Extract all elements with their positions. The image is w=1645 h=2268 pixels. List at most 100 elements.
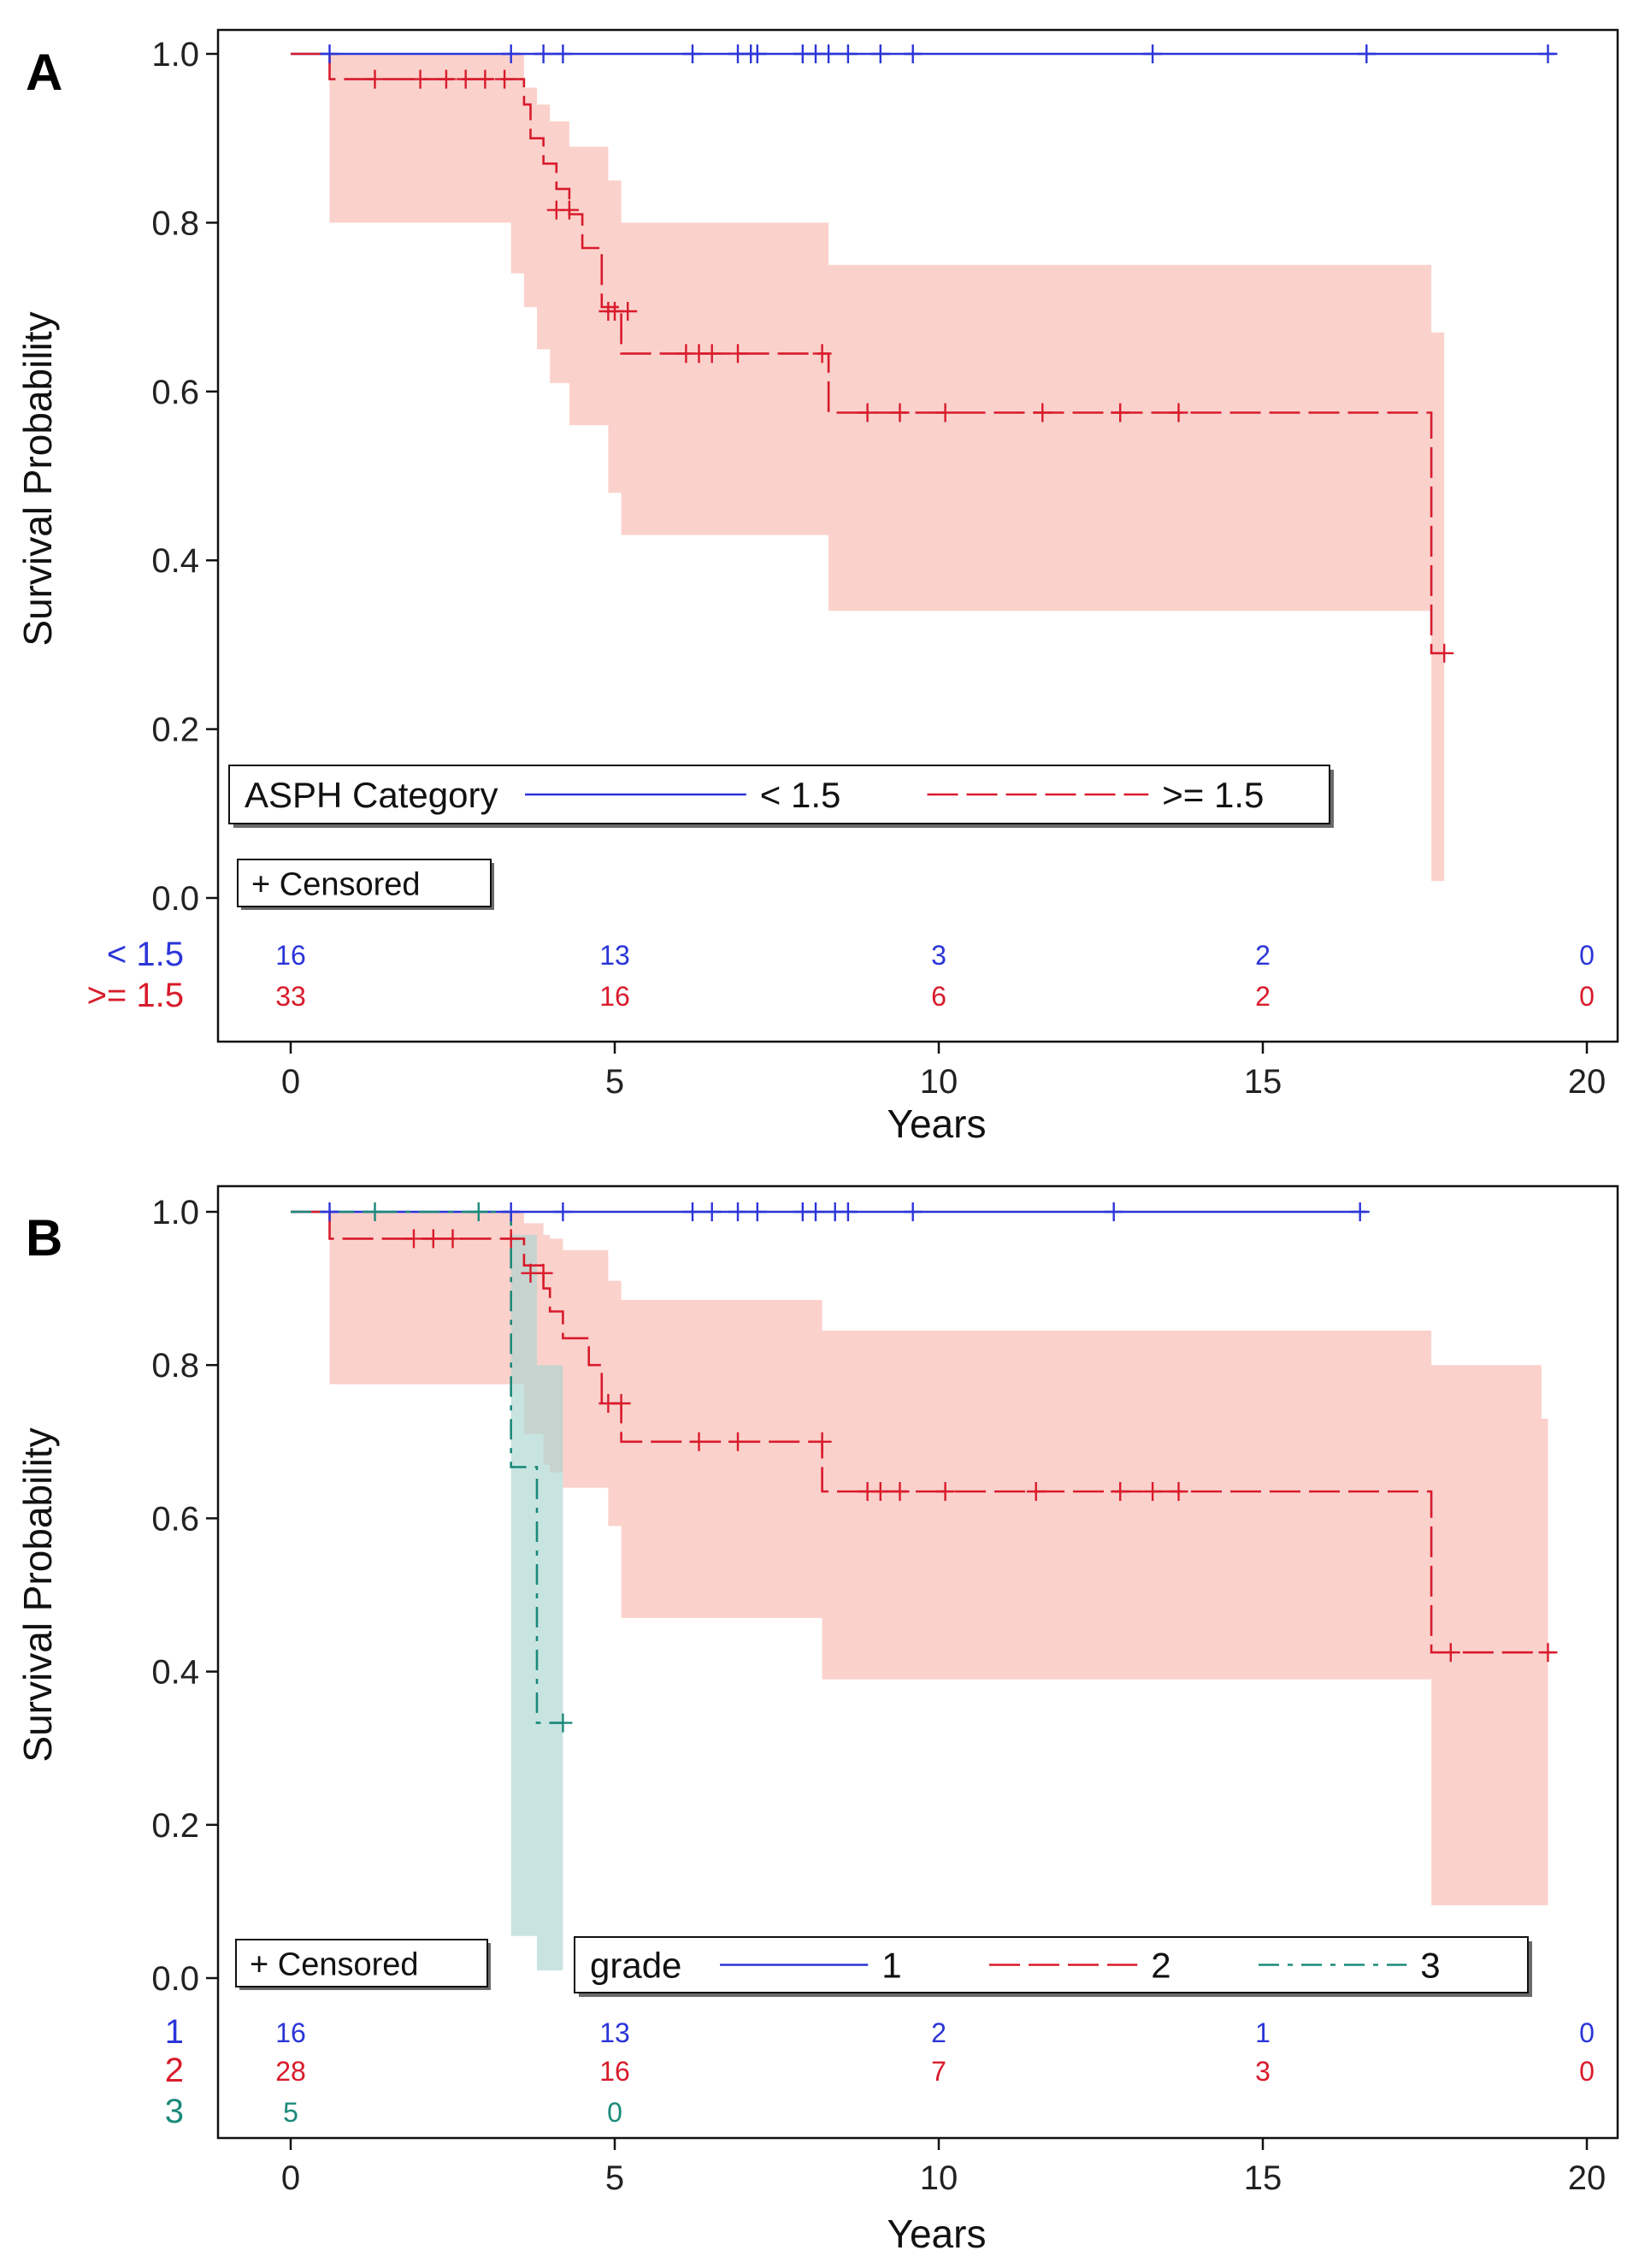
- legend-entry-label: < 1.5: [760, 775, 841, 815]
- censor-mark-series-2: [1026, 1482, 1046, 1501]
- at-risk-row-label: < 1.5: [107, 936, 184, 973]
- panel-label: A: [26, 44, 62, 101]
- x-tick-label: 20: [1568, 2159, 1607, 2197]
- y-tick-label: 0.4: [151, 1654, 199, 1692]
- censor-mark-series-2: [410, 69, 430, 89]
- censored-legend-label: + Censored: [251, 867, 421, 903]
- at-risk-count: 13: [599, 2017, 630, 2048]
- confidence-band-series-2: [291, 1212, 1548, 1905]
- at-risk-count: 6: [931, 981, 946, 1012]
- y-axis-title: Survival Probability: [15, 1427, 60, 1762]
- y-tick-label: 0.2: [151, 712, 199, 749]
- at-risk-count: 0: [607, 2097, 622, 2128]
- censor-mark-series-2: [890, 403, 910, 422]
- at-risk-count: 16: [599, 981, 630, 1012]
- censor-mark-series-2: [728, 1432, 747, 1451]
- at-risk-count: 0: [1579, 981, 1595, 1012]
- y-axis-title: Survival Probability: [15, 311, 60, 646]
- censor-mark-series-2: [423, 1229, 443, 1249]
- censor-mark-series-2: [935, 403, 955, 422]
- censor-mark-series-2: [495, 69, 515, 89]
- at-risk-count: 16: [275, 2017, 306, 2048]
- at-risk-count: 16: [275, 940, 306, 971]
- legend-entry-label: 3: [1420, 1946, 1440, 1986]
- survival-curve-2: [291, 52, 1445, 655]
- censor-mark-series-1: [553, 44, 573, 63]
- censor-mark-series-2: [443, 1229, 463, 1249]
- at-risk-count: 0: [1579, 2017, 1595, 2048]
- censor-mark-series-1: [728, 1202, 747, 1221]
- censor-mark-series-2: [365, 69, 385, 89]
- censor-mark-series-1: [806, 1202, 825, 1221]
- censor-mark-series-3: [553, 1713, 573, 1733]
- censor-mark-series-2: [1111, 1482, 1130, 1501]
- censor-mark-series-2: [404, 1229, 423, 1249]
- censor-mark-series-3: [365, 1202, 385, 1221]
- censor-mark-series-2: [890, 1482, 910, 1501]
- y-tick-label: 1.0: [151, 36, 199, 74]
- at-risk-count: 3: [931, 940, 946, 971]
- censor-mark-series-2: [1538, 1643, 1558, 1663]
- legend-entry-label: >= 1.5: [1162, 775, 1264, 815]
- censor-mark-series-1: [1143, 44, 1163, 63]
- censor-mark-series-1: [1350, 1202, 1370, 1221]
- censored-legend-label: + Censored: [250, 1947, 419, 1983]
- x-axis-title: Years: [887, 2212, 987, 2256]
- plot-frame: [216, 28, 1619, 1043]
- censor-mark-series-1: [702, 1202, 722, 1221]
- at-risk-row-label: >= 1.5: [87, 977, 184, 1014]
- censor-mark-series-2: [1143, 1482, 1163, 1501]
- y-tick-label: 0.4: [151, 542, 199, 580]
- at-risk-count: 5: [283, 2097, 298, 2128]
- y-tick-label: 0.8: [151, 1347, 199, 1385]
- censor-mark-series-2: [812, 344, 832, 363]
- x-tick-label: 0: [281, 1063, 300, 1101]
- at-risk-count: 1: [1255, 2017, 1271, 2048]
- censor-mark-series-1: [553, 1202, 573, 1221]
- censor-mark-series-2: [436, 69, 456, 89]
- censored-legend-box: [237, 859, 492, 907]
- at-risk-count: 2: [1255, 940, 1271, 971]
- y-tick-label: 0.6: [151, 374, 199, 411]
- at-risk-count: 0: [1579, 940, 1595, 971]
- y-tick-label: 1.0: [151, 1194, 199, 1231]
- at-risk-count: 0: [1579, 2056, 1595, 2087]
- panel-label: B: [26, 1209, 62, 1267]
- censor-mark-series-2: [475, 69, 495, 89]
- confidence-band-series-15: [291, 54, 1445, 882]
- y-tick-label: 0.8: [151, 204, 199, 242]
- censor-mark-series-2: [858, 403, 877, 422]
- at-risk-count: 28: [275, 2056, 306, 2087]
- x-tick-label: 20: [1568, 1063, 1607, 1101]
- legend-title: ASPH Category: [245, 775, 498, 815]
- plot-frame: [216, 1184, 1619, 2140]
- at-risk-count: 2: [931, 2017, 946, 2048]
- legend-title: grade: [590, 1946, 681, 1986]
- legend-entry-label: 2: [1151, 1946, 1170, 1986]
- censor-mark-series-1: [1104, 1202, 1123, 1221]
- censor-mark-series-1: [819, 44, 839, 63]
- censor-mark-series-2: [1169, 1482, 1188, 1501]
- x-tick-label: 15: [1244, 2159, 1282, 2197]
- censor-mark-series-2: [501, 1229, 521, 1249]
- censor-mark-series-2: [689, 1432, 709, 1451]
- y-tick-label: 0.6: [151, 1500, 199, 1538]
- at-risk-row-label: 3: [165, 2093, 184, 2130]
- at-risk-count: 16: [599, 2056, 630, 2087]
- x-tick-label: 5: [605, 2159, 624, 2197]
- censor-mark-series-2: [935, 1482, 955, 1501]
- legend-entry-label: 1: [881, 1946, 901, 1986]
- x-tick-label: 0: [281, 2159, 300, 2197]
- censor-mark-series-1: [320, 1202, 339, 1221]
- censor-mark-series-1: [903, 44, 923, 63]
- survival-curve-2: [291, 1210, 1555, 1654]
- censor-mark-series-2: [870, 1482, 890, 1501]
- censor-mark-series-1: [501, 44, 521, 63]
- censor-mark-series-2: [702, 344, 722, 363]
- censor-mark-series-2: [611, 1394, 631, 1413]
- x-tick-label: 10: [920, 1063, 958, 1101]
- x-tick-label: 5: [605, 1063, 624, 1101]
- censor-mark-series-2: [1033, 403, 1052, 422]
- y-tick-label: 0.2: [151, 1807, 199, 1845]
- confidence-band-series-3: [291, 1212, 563, 1970]
